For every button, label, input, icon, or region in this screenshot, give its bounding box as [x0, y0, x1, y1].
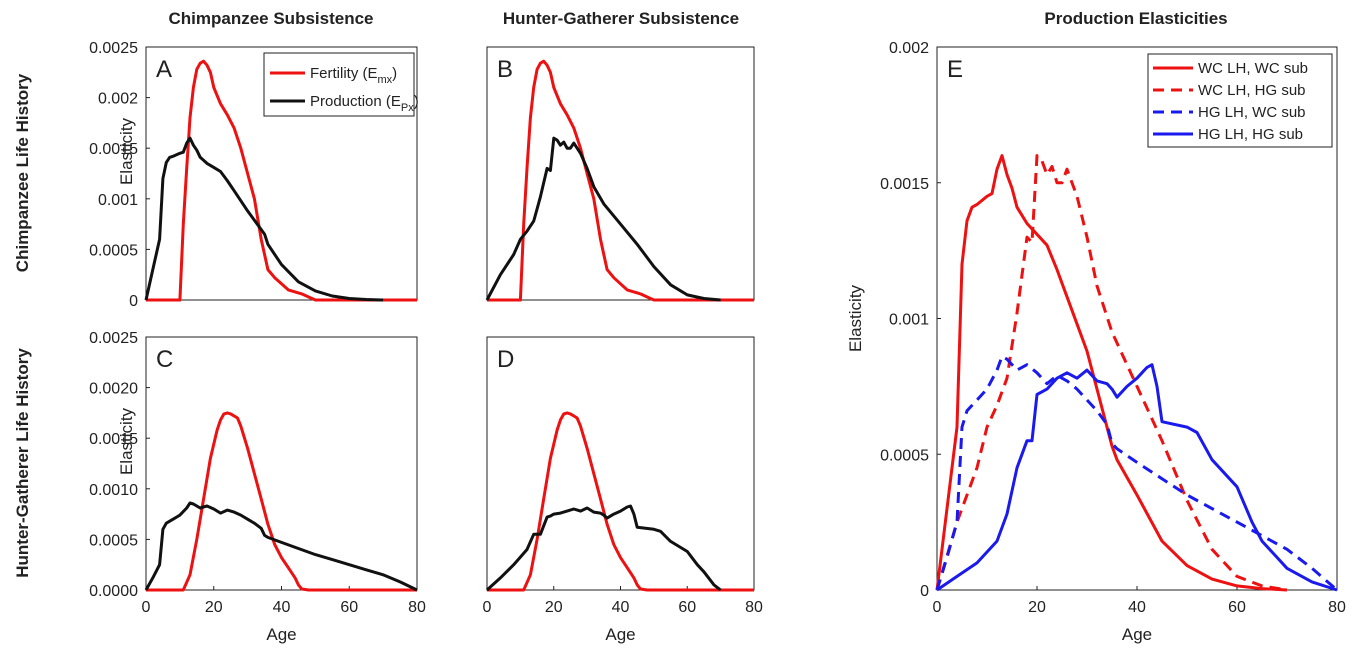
- x-axis-label: Age: [1122, 625, 1152, 644]
- x-tick-label: 80: [1328, 599, 1346, 616]
- y-tick-label: 0.0020: [89, 381, 138, 398]
- column-title-production: Production Elasticities: [1044, 9, 1227, 28]
- legend-label: WC LH, HG sub: [1198, 82, 1306, 99]
- series-line-b-1: [485, 136, 721, 302]
- legend-box: [263, 52, 415, 117]
- panel-letter: A: [156, 56, 172, 83]
- y-tick-label: 0.0000: [89, 583, 138, 600]
- y-tick-label: 0.0025: [89, 40, 138, 57]
- y-tick-label: 0.0005: [880, 447, 929, 464]
- x-tick-label: 40: [1128, 599, 1146, 616]
- x-tick-label: 60: [340, 599, 358, 616]
- legend-label: Production (EPx): [310, 93, 419, 114]
- panel-b: B: [485, 46, 755, 302]
- x-axis-label: Age: [266, 625, 296, 644]
- y-axis-label: Elasticity: [117, 407, 136, 475]
- legend-label: HG LH, WC sub: [1198, 104, 1306, 121]
- axes-box-c: [145, 336, 418, 591]
- x-tick-label: 40: [273, 599, 291, 616]
- series-line-d-1: [485, 504, 722, 592]
- legend-label: HG LH, HG sub: [1198, 126, 1303, 143]
- column-title-hunter-gatherer: Hunter-Gatherer Subsistence: [503, 9, 739, 28]
- legend-a: Fertility (Emx) Production (EPx): [263, 52, 419, 117]
- y-axis-label: Elasticity: [117, 117, 136, 185]
- series-line-a-0: [146, 59, 417, 302]
- y-tick-label: 0.0015: [880, 176, 929, 193]
- series-line-e-2: [935, 355, 1338, 592]
- panel-letter: E: [947, 56, 963, 83]
- legend-e: WC LH, WC sub WC LH, HG sub HG LH, WC sub H…: [1147, 53, 1333, 148]
- x-tick-label: 60: [678, 599, 696, 616]
- legend-label: Fertility (Emx): [310, 65, 397, 86]
- axes-box-b: [486, 46, 755, 301]
- y-tick-label: 0: [129, 293, 138, 310]
- x-tick-label: 20: [1028, 599, 1046, 616]
- y-tick-label: 0.0015: [89, 141, 138, 158]
- panel-a: 0 0.0005 0.001 0.0015 0.002 0.0025 Elasticity A…: [89, 40, 419, 310]
- panel-letter: C: [156, 346, 173, 373]
- panel-letter: D: [497, 346, 514, 373]
- x-tick-label: 40: [612, 599, 630, 616]
- panel-c: 0.0000 0.0005 0.0010 0.0015 0.0020 0.0025 0 20 4…: [89, 330, 426, 644]
- panel-letter: B: [497, 56, 513, 83]
- x-tick-label: 20: [545, 599, 563, 616]
- series-line-c-0: [146, 411, 417, 592]
- x-tick-label: 80: [408, 599, 426, 616]
- y-tick-label: 0.0005: [89, 242, 138, 259]
- series-line-e-1: [935, 154, 1288, 592]
- axes-box-a: [145, 46, 418, 301]
- x-tick-label: 0: [933, 599, 942, 616]
- row-title-hunter-gatherer: Hunter-Gatherer Life History: [13, 348, 32, 578]
- y-axis-label: Elasticity: [846, 284, 865, 352]
- series-line-e-3: [936, 363, 1338, 592]
- series-line-b-0: [487, 59, 754, 302]
- y-tick-label: 0.002: [98, 91, 138, 108]
- y-tick-label: 0.001: [98, 192, 138, 209]
- x-tick-label: 80: [745, 599, 763, 616]
- series-line-d-0: [487, 411, 754, 592]
- row-title-chimpanzee: Chimpanzee Life History: [13, 73, 32, 272]
- x-tick-label: 0: [142, 599, 151, 616]
- y-tick-label: 0.0010: [89, 482, 138, 499]
- series-line-a-1: [144, 136, 384, 302]
- column-title-chimpanzee: Chimpanzee Subsistence: [168, 9, 373, 28]
- y-tick-label: 0.001: [889, 312, 929, 329]
- x-tick-label: 20: [205, 599, 223, 616]
- x-tick-label: 0: [483, 599, 492, 616]
- x-tick-label: 60: [1228, 599, 1246, 616]
- panel-d: 0 20 40 60 80 Age D: [483, 336, 763, 644]
- series-line-c-1: [144, 501, 418, 592]
- panel-e: 0 0.0005 0.001 0.0015 0.002 0 20 40 60 80 Age Elast…: [846, 40, 1346, 644]
- x-axis-label: Age: [605, 625, 635, 644]
- panels: 0 0.0005 0.001 0.0015 0.002 0.0025 Elasticity A…: [89, 40, 1346, 644]
- series-line-e-0: [935, 154, 1288, 592]
- y-tick-label: 0.0005: [89, 532, 138, 549]
- legend-label: WC LH, WC sub: [1198, 60, 1308, 77]
- y-tick-label: 0: [920, 583, 929, 600]
- y-tick-label: 0.0025: [89, 330, 138, 347]
- axes-box-d: [486, 336, 755, 591]
- y-tick-label: 0.0015: [89, 431, 138, 448]
- y-tick-label: 0.002: [889, 40, 929, 57]
